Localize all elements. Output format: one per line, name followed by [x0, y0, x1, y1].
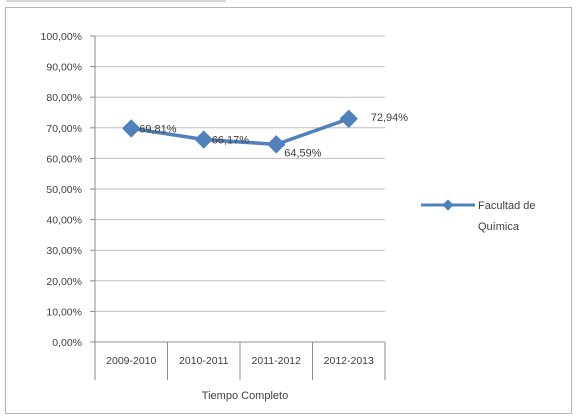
y-tick-label: 90,00% — [46, 62, 82, 74]
axis-lines — [90, 35, 386, 380]
y-tick-label: 20,00% — [46, 276, 82, 288]
y-tick-label: 100,00% — [41, 31, 82, 43]
y-tick-label: 60,00% — [46, 153, 82, 165]
x-tick-labels: 2009-2010 2010-2011 2011-2012 2012-2013 — [106, 355, 374, 367]
x-tick-label: 2011-2012 — [252, 355, 302, 367]
x-tick-label: 2012-2013 — [324, 355, 374, 367]
legend-label-line-2: Química — [478, 221, 520, 233]
x-tick-label: 2009-2010 — [106, 355, 156, 367]
series-line — [130, 117, 350, 147]
legend-label-line-1: Facultad de — [478, 200, 535, 212]
x-axis-title: Tiempo Completo — [202, 390, 288, 402]
y-tick-label: 10,00% — [46, 306, 82, 318]
data-label: 72,94% — [371, 112, 409, 124]
y-tick-labels: 0,00% 10,00% 20,00% 30,00% 40,00% 50,00% 60,00… — [41, 31, 82, 349]
legend-marker — [442, 199, 454, 211]
y-tick-label: 30,00% — [46, 245, 82, 257]
x-tick-label: 2010-2011 — [179, 355, 229, 367]
series-lines — [130, 117, 350, 147]
series-point — [267, 135, 286, 154]
y-tick-label: 50,00% — [46, 184, 82, 196]
data-label: 66,17% — [212, 135, 250, 147]
y-tick-label: 40,00% — [46, 215, 82, 227]
chart-border — [5, 7, 572, 414]
data-label: 64,59% — [284, 147, 322, 159]
series-points — [122, 109, 358, 154]
y-tick-label: 80,00% — [46, 92, 82, 104]
data-label: 69,81% — [139, 123, 177, 135]
cropped-title-strip — [0, 0, 577, 6]
cropped-title-fragment — [6, 0, 226, 2]
series-point — [122, 119, 141, 138]
grid-lines — [95, 35, 385, 312]
series-point — [339, 109, 358, 128]
y-tick-label: 70,00% — [46, 123, 82, 135]
data-labels: 69,81% 66,17% 64,59% 72,94% — [139, 112, 408, 160]
legend: Facultad de Química — [421, 199, 535, 233]
series-point — [194, 130, 213, 149]
y-tick-label: 0,00% — [52, 337, 82, 349]
